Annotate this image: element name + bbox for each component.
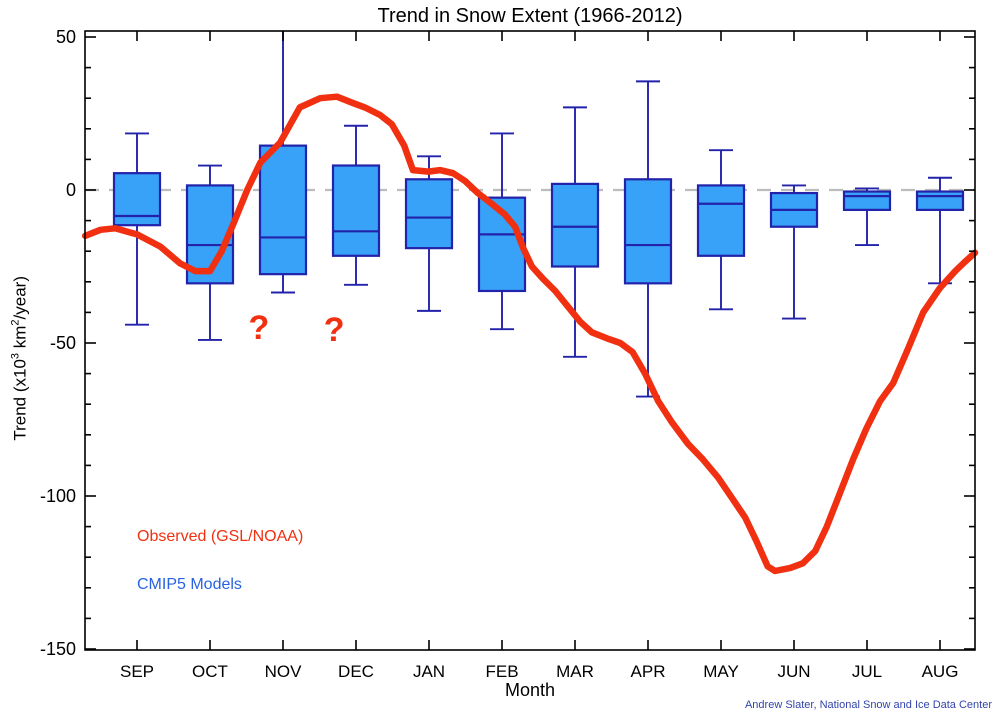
question-mark-annotation-2: ? — [324, 311, 345, 349]
y-axis-label-sup3: 3 — [9, 352, 22, 360]
box-JAN — [404, 178, 454, 250]
x-tick-label-AUG: AUG — [922, 662, 959, 681]
y-axis-label-mid: km — [10, 325, 30, 353]
x-tick-label-FEB: FEB — [485, 662, 518, 681]
y-axis-label: Trend (x103 km2/year) — [10, 188, 31, 528]
x-tick-label-JAN: JAN — [413, 662, 445, 681]
box-JUL — [842, 190, 892, 211]
x-tick-label-OCT: OCT — [192, 662, 228, 681]
x-tick-label-JUL: JUL — [852, 662, 882, 681]
plot-frame — [84, 30, 976, 651]
chart-title: Trend in Snow Extent (1966-2012) — [377, 5, 683, 27]
y-tick-label--150: -150 — [40, 639, 76, 659]
box-OCT — [185, 184, 235, 285]
box-NOV — [258, 144, 308, 276]
y-tick-label-50: 50 — [56, 27, 76, 47]
x-tick-label-JUN: JUN — [777, 662, 810, 681]
box-DEC — [331, 164, 381, 257]
y-tick-label--50: -50 — [50, 333, 76, 353]
x-axis-label: Month — [504, 680, 556, 700]
x-tick-label-NOV: NOV — [265, 662, 303, 681]
y-tick-label--100: -100 — [40, 486, 76, 506]
observed-line — [81, 93, 979, 575]
question-mark-annotation-1: ? — [249, 309, 270, 347]
credit-attribution: Andrew Slater, National Snow and Ice Dat… — [744, 699, 992, 711]
box-APR — [623, 178, 673, 285]
box-MAR — [550, 182, 600, 268]
box-MAY — [696, 184, 746, 257]
x-tick-label-MAY: MAY — [703, 662, 739, 681]
legend-observed-label: Observed (GSL/NOAA) — [137, 528, 304, 545]
y-axis-label-sup2: 2 — [9, 319, 22, 326]
y-axis-label-post: /year) — [10, 275, 30, 320]
x-tick-label-MAR: MAR — [556, 662, 594, 681]
legend-models-label: CMIP5 Models — [137, 576, 242, 593]
x-tick-label-SEP: SEP — [120, 662, 154, 681]
y-axis-label-pre: Trend (x10 — [10, 359, 30, 441]
x-tick-label-DEC: DEC — [338, 662, 374, 681]
box-AUG — [915, 190, 965, 211]
y-tick-label-0: 0 — [66, 180, 76, 200]
box-SEP — [112, 172, 162, 227]
x-tick-label-APR: APR — [631, 662, 666, 681]
